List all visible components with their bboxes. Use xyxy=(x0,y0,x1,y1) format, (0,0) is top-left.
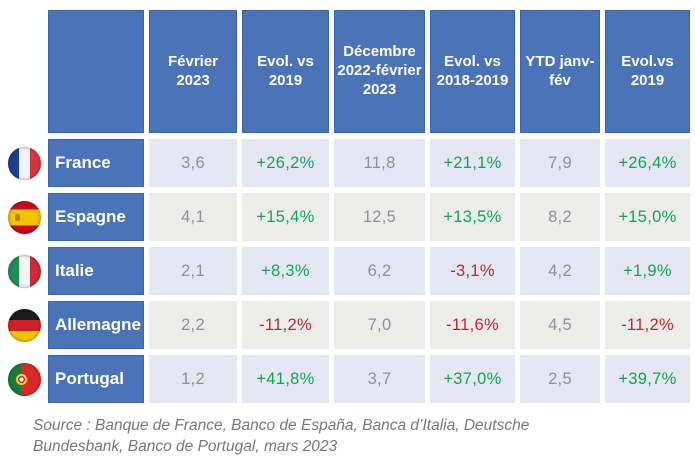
flag-cell xyxy=(5,247,43,295)
value-cell: +37,0% xyxy=(430,355,515,403)
flag-cell xyxy=(5,193,43,241)
value-cell: +26,4% xyxy=(605,139,690,187)
value-cell: -11,2% xyxy=(242,301,329,349)
country-label-france: France xyxy=(48,139,144,187)
column-header-evol-vs-2019: Evol. vs 2019 xyxy=(242,10,329,133)
country-label-portugal: Portugal xyxy=(48,355,144,403)
spain-flag-icon xyxy=(7,200,41,234)
country-label-italie: Italie xyxy=(48,247,144,295)
germany-flag-icon xyxy=(7,308,41,342)
value-cell: +21,1% xyxy=(430,139,515,187)
value-cell: 3,6 xyxy=(149,139,237,187)
value-cell: 7,9 xyxy=(520,139,600,187)
source-caption: Source : Banque de France, Banco de Espa… xyxy=(33,416,578,458)
value-cell: 4,5 xyxy=(520,301,600,349)
value-cell: 4,1 xyxy=(149,193,237,241)
value-cell: +41,8% xyxy=(242,355,329,403)
value-cell: -11,6% xyxy=(430,301,515,349)
value-cell: 6,2 xyxy=(334,247,425,295)
value-cell: 2,2 xyxy=(149,301,237,349)
flag-cell xyxy=(5,139,43,187)
column-header-evol-vs-2019-ytd: Evol.vs 2019 xyxy=(605,10,690,133)
value-cell: 4,2 xyxy=(520,247,600,295)
column-header-evol-vs-2018-2019: Evol. vs 2018-2019 xyxy=(430,10,515,133)
value-cell: 12,5 xyxy=(334,193,425,241)
portugal-flag-icon xyxy=(7,362,41,396)
flag-cell xyxy=(5,355,43,403)
spain-coat-of-arms xyxy=(14,213,20,221)
column-header-fevrier-2023: Février 2023 xyxy=(149,10,237,133)
source-line-2: Deutsche Bundesbank, Banco de Portugal, … xyxy=(33,417,530,455)
value-cell: +15,4% xyxy=(242,193,329,241)
value-cell: 8,2 xyxy=(520,193,600,241)
italy-flag-icon xyxy=(7,254,41,288)
value-cell: -11,2% xyxy=(605,301,690,349)
value-cell: -3,1% xyxy=(430,247,515,295)
value-cell: +39,7% xyxy=(605,355,690,403)
france-flag-icon xyxy=(7,146,41,180)
column-header-decembre-fevrier: Décembre 2022-février 2023 xyxy=(334,10,425,133)
flag-cell xyxy=(5,301,43,349)
value-cell: +15,0% xyxy=(605,193,690,241)
value-cell: 1,2 xyxy=(149,355,237,403)
portugal-coat-of-arms xyxy=(15,373,27,385)
value-cell: 2,1 xyxy=(149,247,237,295)
flag-column-spacer xyxy=(5,10,43,133)
value-cell: 3,7 xyxy=(334,355,425,403)
column-header-ytd-janv-fev: YTD janv-fév xyxy=(520,10,600,133)
source-line-1: Source : Banque de France, Banco de Espa… xyxy=(33,417,460,434)
value-cell: 2,5 xyxy=(520,355,600,403)
value-cell: 11,8 xyxy=(334,139,425,187)
value-cell: +8,3% xyxy=(242,247,329,295)
country-label-espagne: Espagne xyxy=(48,193,144,241)
value-cell: +13,5% xyxy=(430,193,515,241)
country-stats-table: Février 2023 Evol. vs 2019 Décembre 2022… xyxy=(5,10,695,403)
corner-header-cell xyxy=(48,10,144,133)
value-cell: +1,9% xyxy=(605,247,690,295)
value-cell: +26,2% xyxy=(242,139,329,187)
country-label-allemagne: Allemagne xyxy=(48,301,144,349)
value-cell: 7,0 xyxy=(334,301,425,349)
